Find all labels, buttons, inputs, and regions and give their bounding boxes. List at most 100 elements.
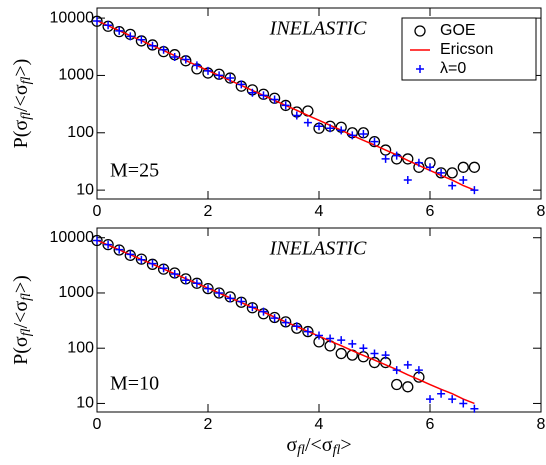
legend-symbol — [414, 25, 426, 37]
label-part: P(σ — [10, 336, 32, 365]
data-point — [335, 347, 347, 360]
data-point — [181, 55, 190, 64]
data-point — [104, 240, 113, 249]
data-point — [392, 151, 401, 160]
y-tick-label: 10000 — [50, 229, 95, 246]
annotation: INELASTIC — [269, 18, 367, 40]
data-point — [437, 168, 446, 177]
data-point — [237, 80, 246, 89]
data-point — [359, 130, 368, 139]
data-point — [437, 389, 446, 398]
label-part: P(σ — [10, 120, 32, 149]
data-point — [457, 161, 469, 173]
data-point — [368, 136, 381, 148]
data-point — [426, 163, 434, 172]
legend-label: λ=0 — [440, 60, 466, 77]
x-tick-label: 8 — [537, 203, 546, 220]
x-tick-label: 0 — [93, 416, 102, 433]
data-point — [148, 41, 157, 50]
data-point — [159, 264, 168, 273]
data-point — [124, 249, 136, 261]
data-point — [414, 366, 423, 375]
data-point — [93, 16, 101, 25]
data-point — [191, 277, 203, 289]
data-point — [426, 395, 434, 404]
data-point — [104, 21, 113, 30]
annotation: M=10 — [110, 373, 159, 395]
x-tick-label: 2 — [204, 203, 213, 220]
annotation: INELASTIC — [269, 238, 367, 260]
axis-label: σfl/<σfl> — [286, 434, 351, 459]
data-point — [170, 270, 179, 279]
data-point — [470, 186, 479, 195]
data-point — [270, 314, 279, 323]
label-subscript: fl — [19, 328, 34, 336]
data-point — [91, 234, 103, 247]
data-point — [402, 381, 414, 393]
data-point — [137, 35, 146, 44]
data-point — [213, 287, 225, 299]
label-part: /<σ — [10, 301, 32, 329]
x-tick-label: 6 — [426, 416, 435, 433]
data-point — [126, 32, 135, 41]
data-point — [303, 327, 312, 336]
x-tick-label: 0 — [93, 203, 102, 220]
data-point — [280, 316, 292, 328]
data-point — [468, 161, 481, 173]
label-subscript: fl — [19, 76, 34, 84]
data-point — [370, 349, 379, 358]
data-point — [146, 258, 159, 270]
data-point — [146, 39, 159, 51]
data-point — [459, 399, 468, 408]
data-point — [470, 404, 479, 413]
legend-label: Ericson — [440, 41, 493, 58]
data-point — [268, 311, 281, 324]
data-point — [204, 284, 212, 293]
data-point — [115, 245, 124, 254]
data-point — [402, 153, 414, 165]
data-point — [148, 259, 157, 268]
data-point — [93, 236, 101, 245]
data-point — [91, 15, 103, 27]
data-point — [215, 288, 224, 297]
data-point — [126, 250, 135, 259]
data-point — [115, 26, 124, 35]
data-point — [135, 253, 148, 265]
data-point — [303, 118, 312, 127]
legend-symbol — [416, 65, 424, 73]
data-point — [137, 255, 146, 264]
data-point — [159, 45, 168, 54]
data-point — [157, 263, 170, 275]
data-point — [448, 395, 457, 404]
data-point — [315, 122, 323, 131]
data-point — [237, 297, 246, 306]
annotation: M=25 — [110, 160, 159, 182]
y-tick-label: 100 — [67, 339, 94, 356]
y-tick-label: 10 — [76, 395, 94, 412]
data-point — [226, 294, 235, 303]
data-point — [359, 344, 368, 353]
y-tick-label: 1000 — [58, 284, 94, 301]
data-point — [326, 124, 335, 133]
data-point — [259, 307, 268, 316]
data-point — [381, 351, 390, 360]
x-tick-label: 4 — [315, 416, 324, 433]
x-tick-label: 6 — [426, 203, 435, 220]
label-subscript: fl — [19, 112, 34, 120]
data-point — [235, 296, 247, 308]
x-tick-label: 4 — [315, 203, 324, 220]
label-part: σ — [286, 434, 297, 456]
data-point — [226, 74, 235, 83]
data-point — [113, 26, 125, 38]
data-point — [102, 238, 114, 251]
data-point — [315, 331, 323, 340]
data-point — [348, 339, 357, 348]
axis-label: P(σfl/<σfl>) — [10, 275, 35, 365]
data-point — [113, 244, 125, 256]
data-point — [392, 366, 401, 375]
data-point — [202, 282, 214, 295]
data-point — [259, 91, 268, 100]
label-subscript: fl — [297, 443, 305, 458]
data-point — [337, 126, 346, 135]
